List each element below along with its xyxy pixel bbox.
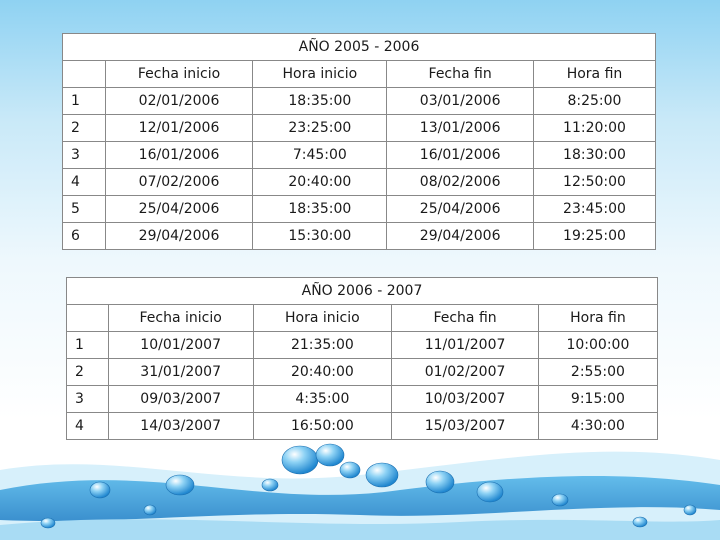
data-cell: 19:25:00 bbox=[532, 222, 657, 250]
table-row: 5 25/04/2006 18:35:00 25/04/2006 23:45:00 bbox=[62, 195, 657, 223]
data-cell: 12:50:00 bbox=[532, 168, 657, 196]
table-title: AÑO 2005 - 2006 bbox=[62, 33, 656, 61]
data-cell: 11/01/2007 bbox=[391, 331, 539, 359]
data-cell: 18:30:00 bbox=[532, 141, 657, 169]
data-cell: 7:45:00 bbox=[252, 141, 388, 169]
data-cell: 29/04/2006 bbox=[104, 222, 254, 250]
data-cell: 15:30:00 bbox=[252, 222, 388, 250]
data-cell: 29/04/2006 bbox=[386, 222, 534, 250]
data-cell: 21:35:00 bbox=[252, 331, 393, 359]
data-cell: 08/02/2006 bbox=[386, 168, 534, 196]
table-row: 1 02/01/2006 18:35:00 03/01/2006 8:25:00 bbox=[62, 87, 657, 115]
row-number: 1 bbox=[62, 87, 106, 115]
data-cell: 01/02/2007 bbox=[391, 358, 539, 386]
data-cell: 20:40:00 bbox=[252, 358, 393, 386]
header-cell: Hora fin bbox=[532, 60, 657, 88]
data-cell: 31/01/2007 bbox=[107, 358, 254, 386]
table-row: 4 14/03/2007 16:50:00 15/03/2007 4:30:00 bbox=[66, 412, 659, 440]
header-cell: Hora inicio bbox=[252, 60, 388, 88]
row-number: 2 bbox=[66, 358, 109, 386]
row-number: 4 bbox=[66, 412, 109, 440]
table-row: 2 12/01/2006 23:25:00 13/01/2006 11:20:00 bbox=[62, 114, 657, 142]
data-cell: 10/03/2007 bbox=[391, 385, 539, 413]
table-row: AÑO 2006 - 2007 bbox=[66, 277, 658, 305]
table-row: Fecha inicio Hora inicio Fecha fin Hora fin bbox=[62, 60, 657, 88]
data-cell: 23:25:00 bbox=[252, 114, 388, 142]
header-cell: Fecha inicio bbox=[104, 60, 254, 88]
data-cell: 18:35:00 bbox=[252, 87, 388, 115]
data-cell: 20:40:00 bbox=[252, 168, 388, 196]
row-number: 2 bbox=[62, 114, 106, 142]
data-cell: 18:35:00 bbox=[252, 195, 388, 223]
table-row: 4 07/02/2006 20:40:00 08/02/2006 12:50:00 bbox=[62, 168, 657, 196]
header-cell: Fecha inicio bbox=[107, 304, 254, 332]
row-number: 4 bbox=[62, 168, 106, 196]
table: AÑO 2006 - 2007 Fecha inicio Hora inicio Fe… bbox=[66, 277, 659, 440]
row-number: 3 bbox=[62, 141, 106, 169]
row-number: 6 bbox=[62, 222, 106, 250]
data-cell: 23:45:00 bbox=[532, 195, 657, 223]
data-cell: 10:00:00 bbox=[537, 331, 659, 359]
data-cell: 16/01/2006 bbox=[104, 141, 254, 169]
data-cell: 03/01/2006 bbox=[386, 87, 534, 115]
data-cell: 25/04/2006 bbox=[386, 195, 534, 223]
data-cell: 25/04/2006 bbox=[104, 195, 254, 223]
row-number: 1 bbox=[66, 331, 109, 359]
data-cell: 8:25:00 bbox=[532, 87, 657, 115]
water-decoration bbox=[0, 443, 720, 540]
data-cell: 16:50:00 bbox=[252, 412, 393, 440]
table-title: AÑO 2006 - 2007 bbox=[66, 277, 658, 305]
header-cell bbox=[62, 60, 106, 88]
table-row: AÑO 2005 - 2006 bbox=[62, 33, 656, 61]
header-cell: Hora inicio bbox=[252, 304, 393, 332]
header-cell: Fecha fin bbox=[386, 60, 534, 88]
data-cell: 4:30:00 bbox=[537, 412, 659, 440]
table: AÑO 2005 - 2006 Fecha inicio Hora inicio Fe… bbox=[62, 33, 657, 250]
data-cell: 10/01/2007 bbox=[107, 331, 254, 359]
row-number: 3 bbox=[66, 385, 109, 413]
data-cell: 12/01/2006 bbox=[104, 114, 254, 142]
data-cell: 15/03/2007 bbox=[391, 412, 539, 440]
row-number: 5 bbox=[62, 195, 106, 223]
header-cell: Fecha fin bbox=[391, 304, 539, 332]
data-cell: 14/03/2007 bbox=[107, 412, 254, 440]
data-cell: 02/01/2006 bbox=[104, 87, 254, 115]
data-cell: 2:55:00 bbox=[537, 358, 659, 386]
table-row: 3 16/01/2006 7:45:00 16/01/2006 18:30:00 bbox=[62, 141, 657, 169]
table-row: 6 29/04/2006 15:30:00 29/04/2006 19:25:00 bbox=[62, 222, 657, 250]
table-row: Fecha inicio Hora inicio Fecha fin Hora fin bbox=[66, 304, 659, 332]
table-row: 1 10/01/2007 21:35:00 11/01/2007 10:00:00 bbox=[66, 331, 659, 359]
table-row: 3 09/03/2007 4:35:00 10/03/2007 9:15:00 bbox=[66, 385, 659, 413]
data-cell: 07/02/2006 bbox=[104, 168, 254, 196]
header-cell bbox=[66, 304, 109, 332]
table-row: 2 31/01/2007 20:40:00 01/02/2007 2:55:00 bbox=[66, 358, 659, 386]
data-cell: 11:20:00 bbox=[532, 114, 657, 142]
data-cell: 9:15:00 bbox=[537, 385, 659, 413]
data-cell: 4:35:00 bbox=[252, 385, 393, 413]
header-cell: Hora fin bbox=[537, 304, 659, 332]
data-cell: 16/01/2006 bbox=[386, 141, 534, 169]
data-cell: 09/03/2007 bbox=[107, 385, 254, 413]
data-cell: 13/01/2006 bbox=[386, 114, 534, 142]
